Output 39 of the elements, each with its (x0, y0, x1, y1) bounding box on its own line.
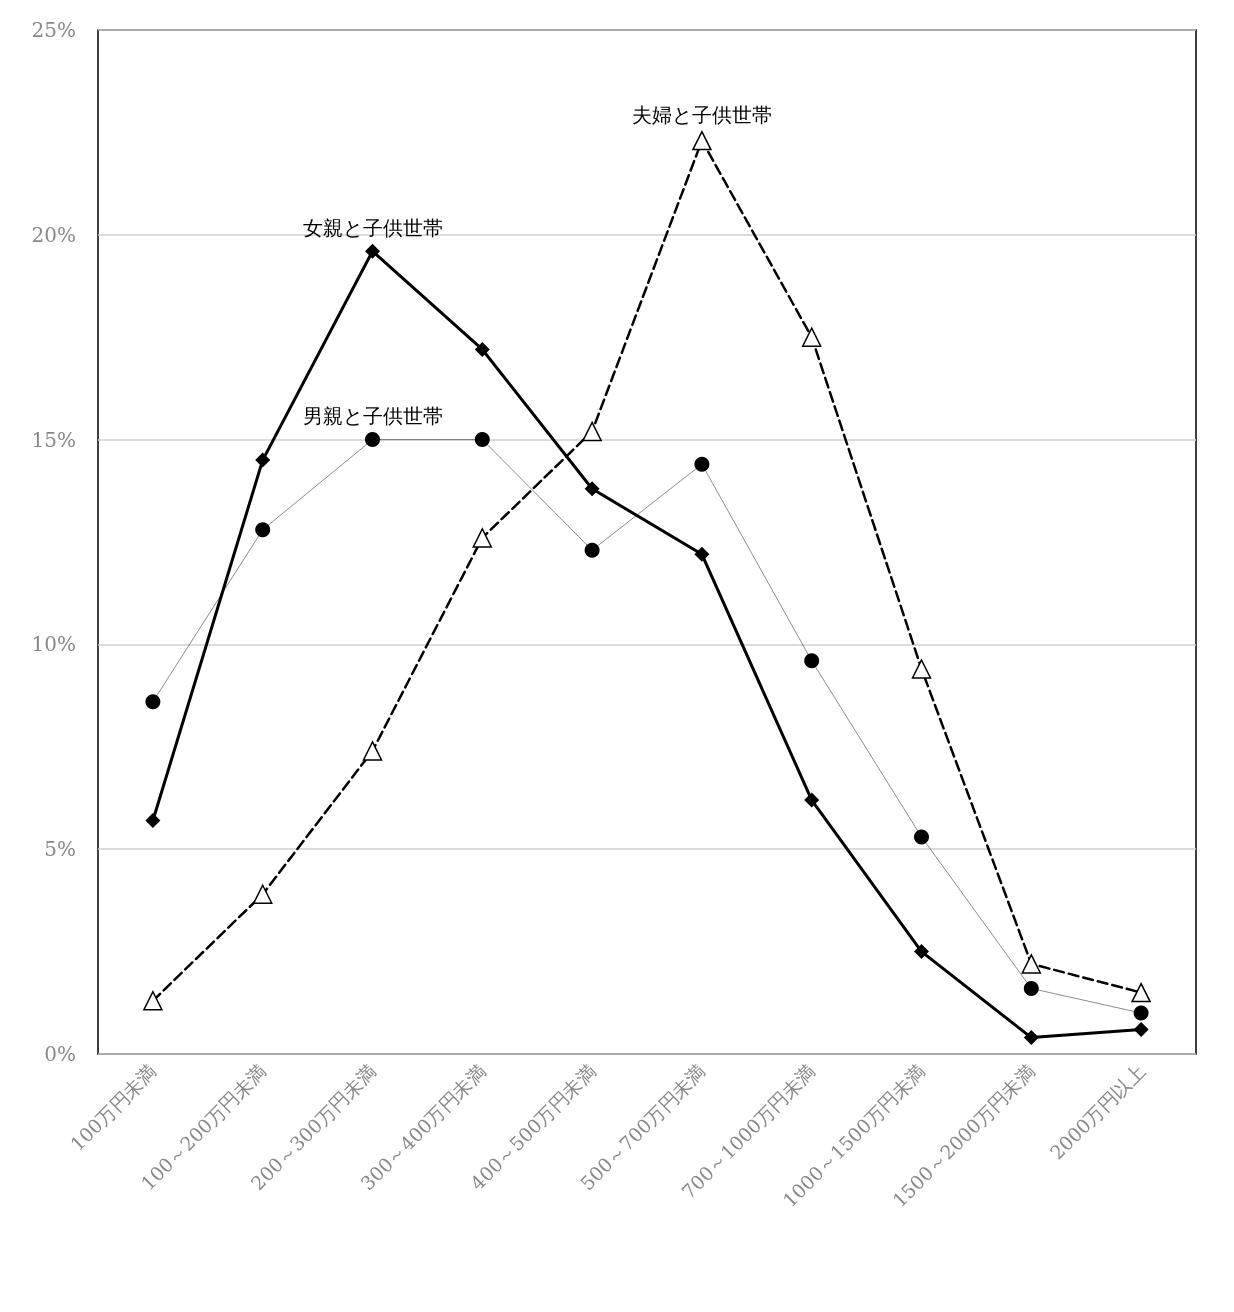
point (801, 327, 822, 347)
point (362, 741, 383, 761)
y-tick-label: 25% (31, 18, 76, 42)
point (143, 991, 163, 1011)
point (472, 528, 493, 548)
point (145, 694, 161, 710)
point (1133, 1005, 1149, 1021)
y-tick-label: 5% (44, 837, 76, 862)
point (1023, 1030, 1039, 1046)
point (694, 546, 710, 562)
point (255, 452, 271, 468)
y-tick-label: 0% (44, 1042, 76, 1066)
point (694, 456, 710, 472)
point (474, 341, 490, 357)
point (582, 421, 602, 442)
series-label: 女親と子供世帯 (302, 215, 443, 240)
point (804, 792, 820, 808)
point (1021, 954, 1042, 974)
point (914, 944, 929, 960)
point (804, 653, 820, 669)
y-tick-label: 10% (31, 632, 76, 657)
point (584, 481, 600, 497)
y-tick-label: 15% (31, 427, 76, 452)
point (365, 243, 380, 259)
point (911, 659, 932, 679)
series-label: 夫婦と子供世帯 (631, 102, 772, 127)
point (1131, 982, 1151, 1003)
point (584, 542, 600, 558)
series-label: 男親と子供世帯 (302, 404, 443, 429)
point (365, 432, 380, 448)
point (1023, 980, 1039, 996)
point (692, 130, 712, 151)
point (145, 813, 161, 829)
point (255, 522, 271, 538)
y-tick-label: 20% (31, 222, 76, 247)
point (914, 829, 929, 845)
point (252, 884, 273, 905)
point (1133, 1021, 1149, 1037)
point (474, 432, 490, 448)
